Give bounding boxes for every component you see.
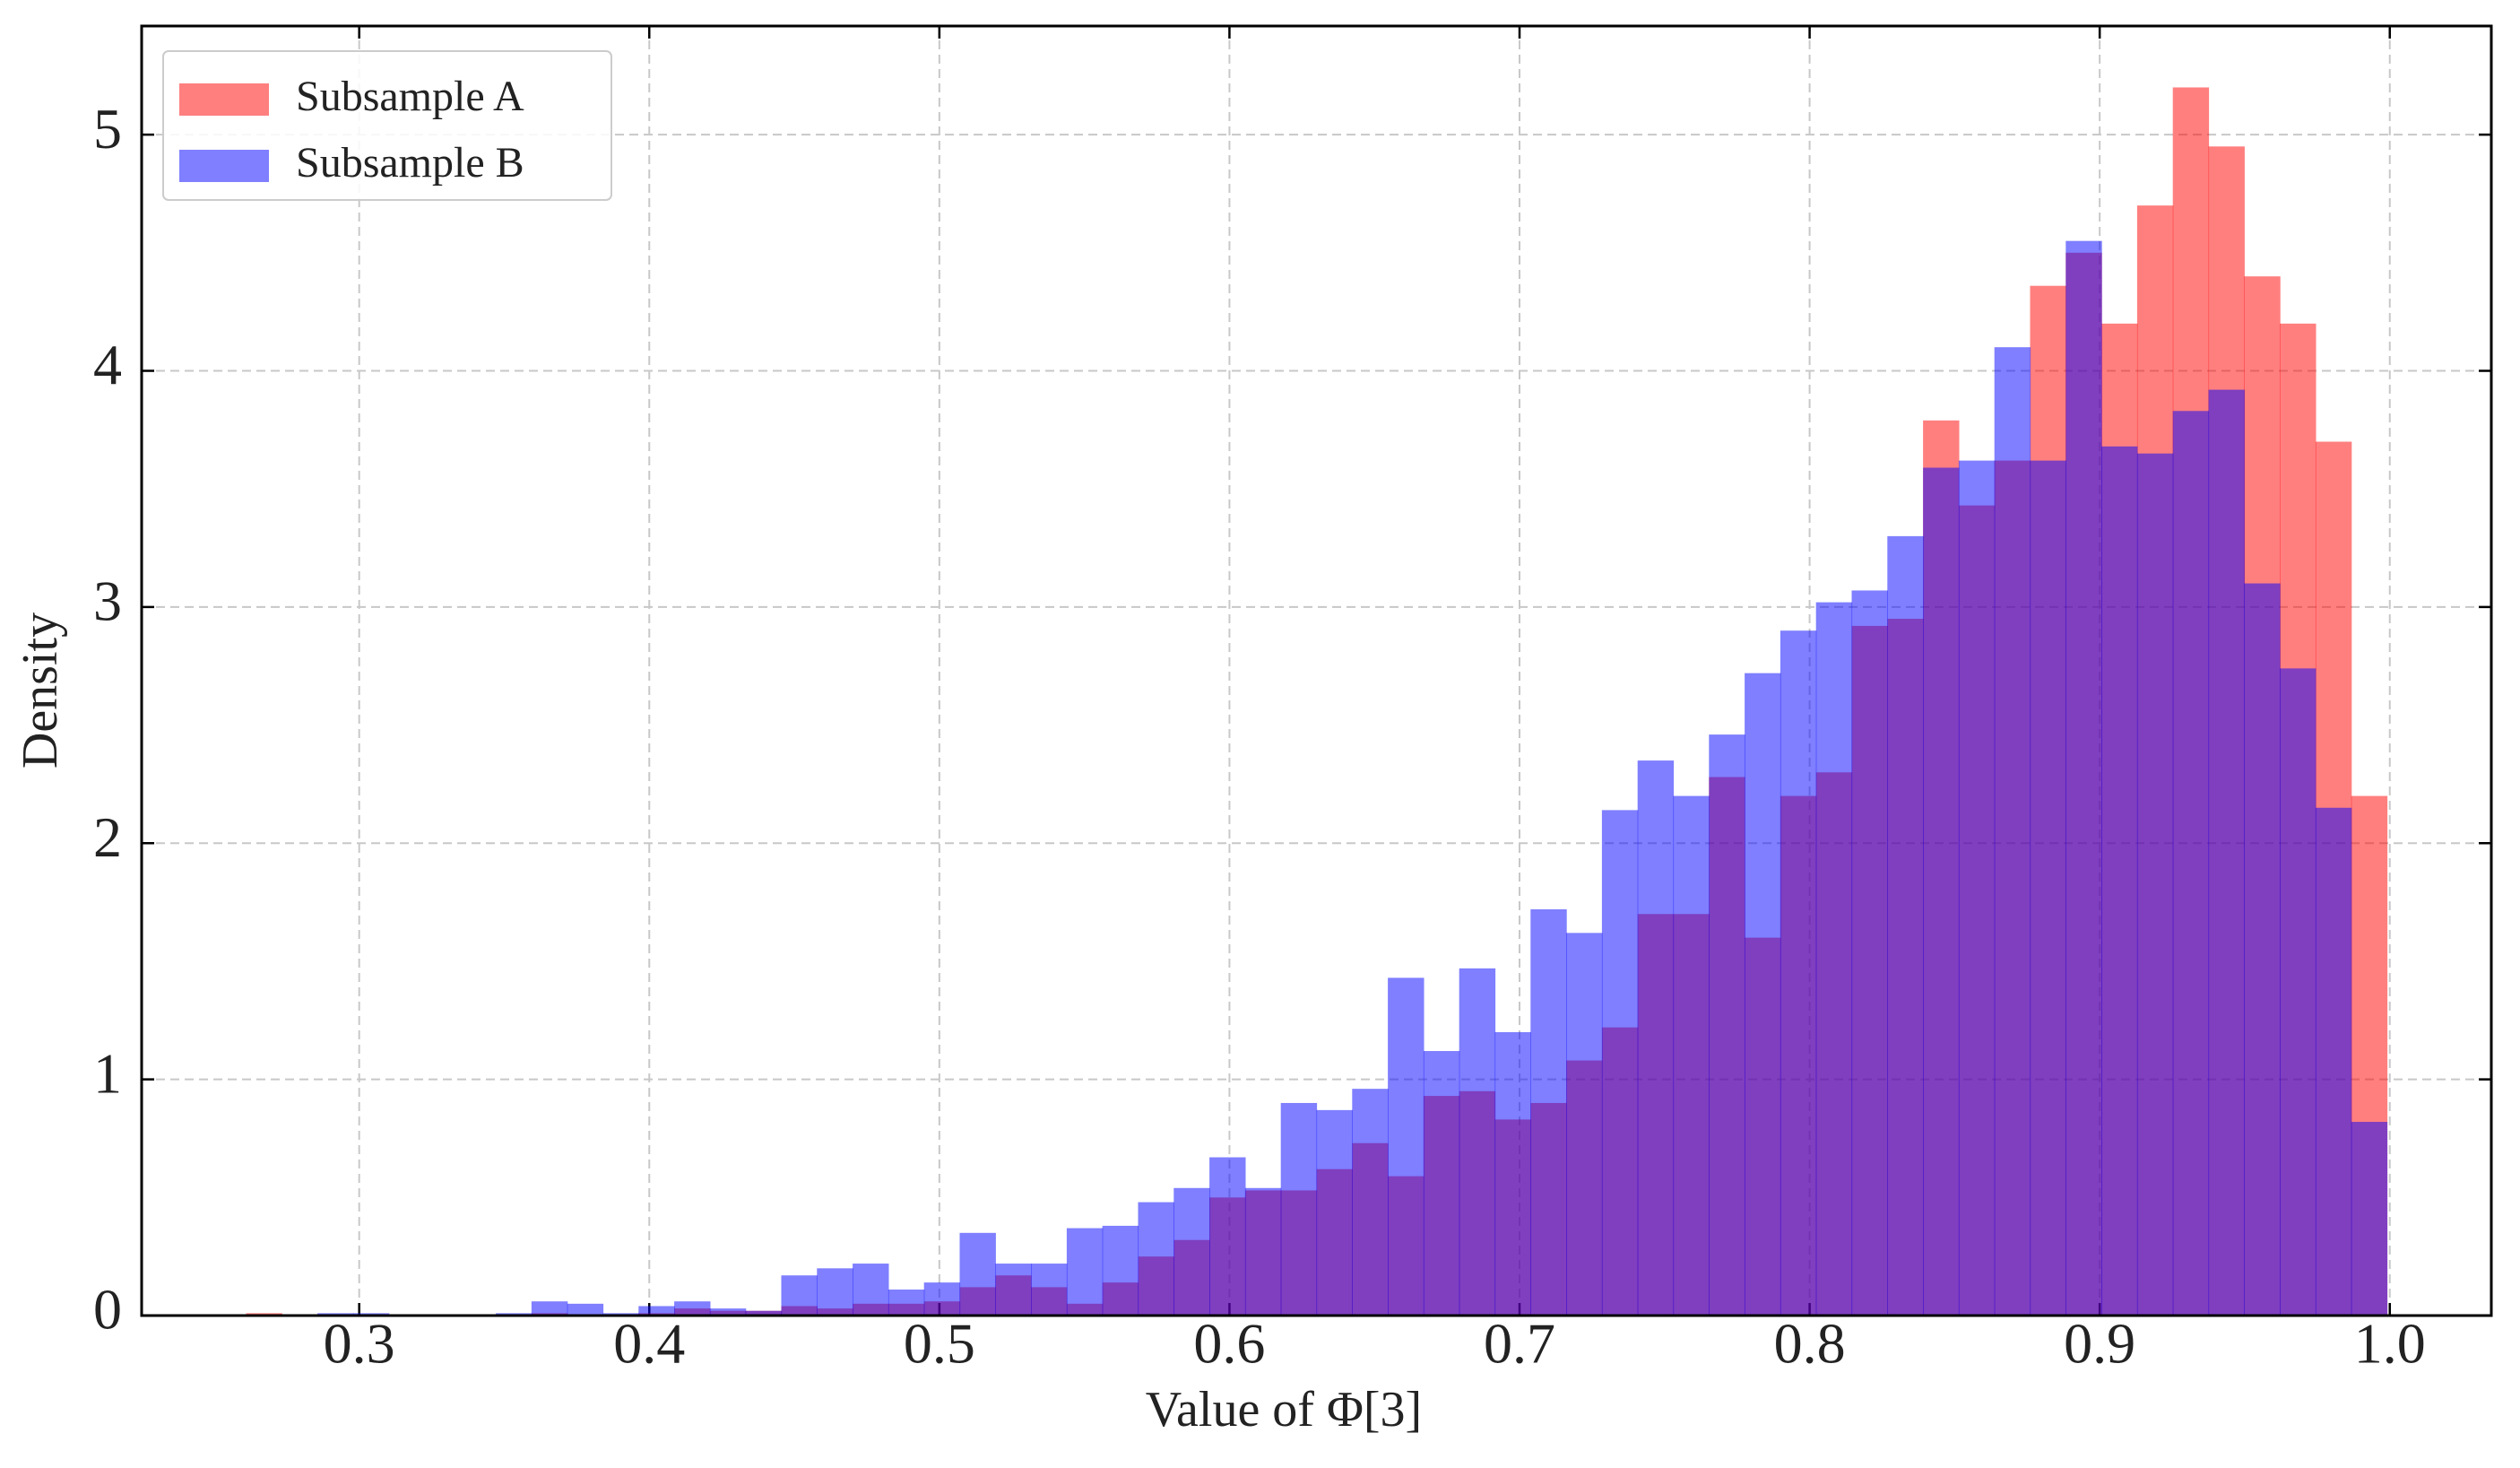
histogram-bar — [2065, 240, 2102, 1316]
legend-label: Subsample A — [296, 73, 524, 120]
histogram-bar — [1138, 1202, 1174, 1316]
histogram-bar — [2315, 807, 2352, 1316]
y-tick-label: 3 — [93, 569, 122, 633]
legend-box — [162, 50, 612, 201]
legend-swatch — [179, 150, 269, 182]
x-axis-label: Value of Φ[3] — [1146, 1382, 1422, 1438]
x-tick-label: 0.9 — [2064, 1312, 2135, 1376]
histogram-bar — [995, 1264, 1032, 1316]
histogram-bar — [638, 1306, 675, 1316]
histogram-bar — [923, 1282, 961, 1316]
histogram-bar — [1352, 1089, 1389, 1316]
histogram-bar — [1530, 909, 1567, 1316]
x-tick-label: 0.3 — [324, 1312, 395, 1376]
histogram-bar — [1709, 734, 1745, 1316]
histogram-bar — [1887, 535, 1924, 1316]
histogram-bar — [1923, 467, 1960, 1316]
histogram-bar — [2101, 446, 2138, 1316]
histogram-bar — [567, 1303, 604, 1316]
histogram-bar — [674, 1301, 711, 1316]
histogram-bar — [888, 1290, 925, 1316]
histogram-bar — [709, 1308, 747, 1316]
histogram-bar — [2030, 460, 2066, 1316]
histogram-bar — [1958, 460, 1996, 1316]
histogram-bar — [959, 1232, 996, 1316]
y-tick-label: 4 — [93, 333, 122, 396]
histogram-bar — [1388, 977, 1425, 1316]
x-tick-label: 0.5 — [904, 1312, 975, 1376]
histogram-bar — [1494, 1031, 1531, 1316]
plot-frame — [140, 24, 2493, 1317]
legend-label: Subsample B — [296, 139, 524, 187]
x-tick-label: 0.6 — [1193, 1312, 1265, 1376]
y-tick-label: 1 — [93, 1041, 122, 1105]
histogram-bar — [1994, 347, 2031, 1316]
y-axis-label: Density — [13, 612, 68, 769]
histogram-bar — [2244, 583, 2281, 1316]
histogram-bar — [1209, 1157, 1246, 1316]
x-tick-label: 0.4 — [613, 1312, 685, 1376]
x-tick-label: 0.8 — [1774, 1312, 1846, 1376]
histogram-bar — [1423, 1051, 1460, 1316]
histogram-bar — [1745, 673, 1781, 1316]
histogram-bar — [1173, 1187, 1210, 1316]
histogram-bar — [1316, 1109, 1353, 1316]
histogram-bar — [2208, 389, 2245, 1316]
histogram-bar — [781, 1275, 818, 1316]
histogram-bar — [1031, 1264, 1068, 1316]
histogram-bar — [1459, 968, 1496, 1316]
histogram-bar — [1815, 602, 1853, 1316]
y-tick-label: 0 — [93, 1278, 122, 1342]
histogram-bar — [2351, 1122, 2388, 1316]
y-tick-label: 5 — [93, 97, 122, 161]
legend-swatch — [179, 83, 269, 116]
x-tick-label: 1.0 — [2354, 1312, 2426, 1376]
histogram-bar — [1102, 1225, 1139, 1316]
histogram-bar — [853, 1264, 889, 1316]
histogram-bar — [1566, 933, 1603, 1316]
histogram-bar — [2172, 411, 2210, 1316]
histogram-bar — [1780, 630, 1817, 1316]
y-tick-label: 2 — [93, 805, 122, 869]
histogram-bar — [1244, 1187, 1282, 1316]
histogram-bar — [531, 1301, 568, 1316]
histogram-bar — [1637, 760, 1675, 1316]
histogram-bar — [817, 1268, 853, 1316]
histogram-bar — [1280, 1102, 1318, 1316]
histogram-bar — [745, 1310, 783, 1316]
histogram-bar — [2136, 453, 2174, 1316]
histogram-bar — [2280, 668, 2316, 1316]
histogram-bar — [1673, 795, 1710, 1316]
x-tick-label: 0.7 — [1484, 1312, 1555, 1376]
histogram-bar — [1601, 810, 1639, 1316]
histogram-bar — [1851, 590, 1888, 1316]
histogram-bar — [1066, 1228, 1104, 1316]
